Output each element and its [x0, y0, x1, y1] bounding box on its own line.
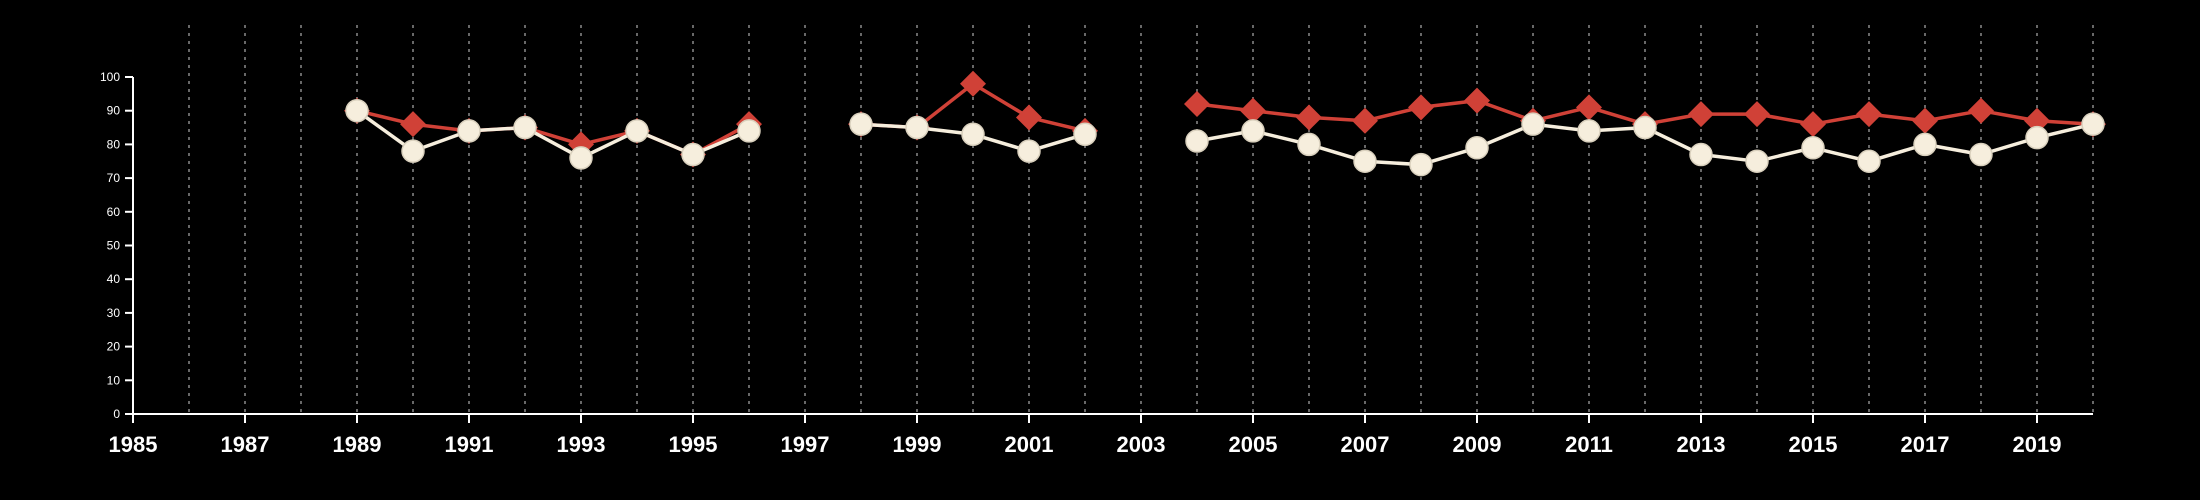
- series-cream-circle-marker: [849, 112, 873, 136]
- x-tick-label: 2005: [1229, 432, 1278, 457]
- x-tick-label: 1995: [669, 432, 718, 457]
- series-red-diamond-marker: [1576, 94, 1602, 121]
- x-tick-label: 2009: [1453, 432, 1502, 457]
- series-red-diamond-marker: [1744, 101, 1770, 128]
- y-tick-label: 80: [107, 137, 121, 151]
- series-red-diamond-line: [356, 81, 2094, 157]
- series-cream-circle-marker: [1577, 119, 1601, 143]
- series-red-diamond-marker: [1968, 97, 1994, 124]
- y-tick-label: 60: [107, 205, 121, 219]
- series-cream-circle-marker: [905, 115, 929, 140]
- series-cream-circle-marker: [961, 122, 985, 147]
- series-cream-circle-marker: [1857, 149, 1881, 173]
- y-tick-label: 70: [107, 171, 121, 185]
- series-red-diamond-marker: [2024, 107, 2050, 134]
- series-red-diamond-marker: [960, 70, 986, 97]
- series-cream-circle-marker: [1801, 136, 1825, 160]
- series-red-diamond-marker: [1856, 101, 1882, 128]
- x-tick-label: 1987: [221, 432, 270, 457]
- y-tick-label: 30: [107, 306, 121, 320]
- series-cream-circle-marker: [1353, 149, 1377, 173]
- y-tick-label: 50: [107, 239, 121, 253]
- series-red-diamond-marker: [1464, 87, 1490, 114]
- series-cream-circle-marker: [1633, 115, 1657, 140]
- x-tick-label: 2003: [1117, 432, 1166, 457]
- series-cream-circle-line: [355, 109, 2094, 167]
- series-red-diamond-marker: [1296, 104, 1322, 131]
- y-tick-label: 90: [107, 104, 121, 118]
- series-cream-circle-marker: [1689, 142, 1713, 167]
- series-cream-circle-marker: [2025, 125, 2049, 150]
- x-tick-label: 1989: [333, 432, 382, 457]
- y-tick-label: 0: [113, 407, 120, 421]
- series-cream-circle-marker: [401, 139, 425, 163]
- x-tick-label: 2019: [2013, 432, 2062, 457]
- x-tick-label: 1985: [109, 432, 158, 457]
- x-tick-label: 1991: [445, 432, 494, 457]
- x-tick-label: 2007: [1341, 432, 1390, 457]
- x-tick-label: 1999: [893, 432, 942, 457]
- series-red-diamond-marker: [400, 111, 426, 138]
- series-cream-circle-marker: [1521, 112, 1545, 136]
- series-red-diamond-marker: [1912, 107, 1938, 134]
- series-cream-circle-marker: [457, 119, 481, 143]
- series-cream-circle-marker: [1745, 149, 1769, 173]
- series-cream-circle-marker: [1073, 122, 1097, 147]
- x-tick-label: 2017: [1901, 432, 1950, 457]
- series-cream-circle-marker: [1241, 119, 1265, 143]
- series-cream-circle-marker: [1409, 152, 1433, 177]
- series-red-diamond-marker: [1408, 94, 1434, 121]
- series-red-diamond-marker: [1352, 107, 1378, 134]
- series-cream-circle-marker: [1969, 142, 1993, 167]
- x-tick-label: 1997: [781, 432, 830, 457]
- series-red-diamond-marker: [1688, 101, 1714, 128]
- series-red-diamond-marker: [1184, 90, 1210, 117]
- x-tick-label: 2001: [1005, 432, 1054, 457]
- y-tick-label: 40: [107, 272, 121, 286]
- x-tick-label: 2011: [1565, 432, 1613, 457]
- series-red-diamond-marker: [1016, 104, 1042, 131]
- series-cream-circle-marker: [569, 146, 593, 170]
- series-cream-circle-marker: [737, 119, 761, 143]
- series-cream-circle-marker: [625, 119, 649, 143]
- y-tick-label: 20: [107, 340, 121, 354]
- series-cream-circle-marker: [2081, 112, 2105, 136]
- y-tick-label: 100: [100, 70, 120, 84]
- y-tick-label: 10: [107, 373, 121, 387]
- series-red-diamond-marker: [1240, 97, 1266, 124]
- series-cream-circle-marker: [1297, 132, 1321, 157]
- series-cream-circle-marker: [681, 142, 705, 167]
- series-cream-circle-marker: [1185, 129, 1209, 153]
- x-tick-label: 2013: [1677, 432, 1726, 457]
- x-tick-label: 1993: [557, 432, 606, 457]
- series-cream-circle-marker: [1465, 136, 1489, 160]
- series-cream-circle-marker: [1913, 132, 1937, 157]
- x-tick-label: 2015: [1789, 432, 1838, 457]
- series-cream-circle-marker: [513, 115, 537, 140]
- series-cream-circle-marker: [345, 98, 369, 123]
- series-cream-circle-marker: [1017, 139, 1041, 163]
- series-red-diamond-marker: [1800, 111, 1826, 138]
